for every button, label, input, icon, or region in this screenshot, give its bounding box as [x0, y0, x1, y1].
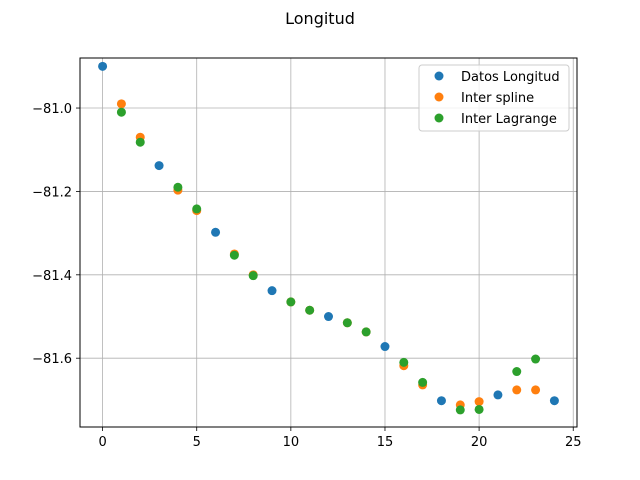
point-series-2 — [531, 354, 541, 364]
x-tick-label: 25 — [565, 435, 582, 450]
point-series-0 — [98, 61, 108, 71]
point-series-2 — [418, 377, 428, 387]
x-tick-label: 20 — [471, 435, 488, 450]
point-series-0 — [549, 396, 559, 406]
point-series-2 — [192, 204, 202, 214]
point-series-1 — [474, 397, 484, 407]
point-series-2 — [342, 318, 352, 328]
legend-label: Inter Lagrange — [461, 112, 557, 127]
axis-ticks: 0 5 10 15 20 25 −81.6 −81.4 −81.2 −81.0 — [32, 102, 581, 450]
point-series-2 — [248, 271, 258, 281]
plot-frame — [79, 57, 578, 428]
point-series-0 — [154, 161, 164, 171]
point-series-2 — [229, 250, 239, 260]
x-tick-label: 5 — [193, 435, 201, 450]
point-series-0 — [324, 312, 333, 322]
point-series-2 — [305, 305, 315, 315]
y-tick-label: −81.6 — [32, 352, 72, 367]
data-points — [98, 61, 559, 415]
legend-marker — [434, 71, 444, 81]
point-series-0 — [211, 227, 221, 237]
chart-title: Longitud — [285, 9, 355, 28]
point-series-2 — [474, 404, 484, 414]
point-series-0 — [380, 342, 390, 352]
point-series-2 — [455, 405, 465, 415]
legend-box — [418, 64, 570, 132]
point-series-2 — [399, 357, 409, 367]
legend-label: Inter spline — [461, 91, 534, 106]
point-series-2 — [512, 367, 522, 377]
legend-marker — [434, 113, 444, 123]
point-series-0 — [267, 286, 277, 296]
y-tick-label: −81.4 — [32, 269, 72, 284]
point-series-2 — [361, 327, 371, 337]
x-tick-label: 15 — [377, 435, 394, 450]
x-tick-label: 0 — [98, 435, 106, 450]
point-series-1 — [531, 385, 541, 395]
legend: Datos Longitud Inter spline Inter Lagrange — [418, 64, 570, 132]
x-tick-label: 10 — [283, 435, 300, 450]
legend-label: Datos Longitud — [461, 70, 560, 85]
point-series-2 — [135, 137, 145, 147]
point-series-0 — [493, 390, 503, 400]
point-series-1 — [116, 99, 126, 109]
point-series-2 — [173, 182, 183, 192]
point-series-1 — [512, 385, 522, 395]
point-series-2 — [116, 107, 126, 117]
point-series-2 — [286, 297, 296, 307]
y-tick-label: −81.0 — [32, 102, 72, 117]
legend-marker — [434, 92, 444, 102]
y-tick-label: −81.2 — [32, 185, 72, 200]
point-series-0 — [436, 396, 446, 406]
